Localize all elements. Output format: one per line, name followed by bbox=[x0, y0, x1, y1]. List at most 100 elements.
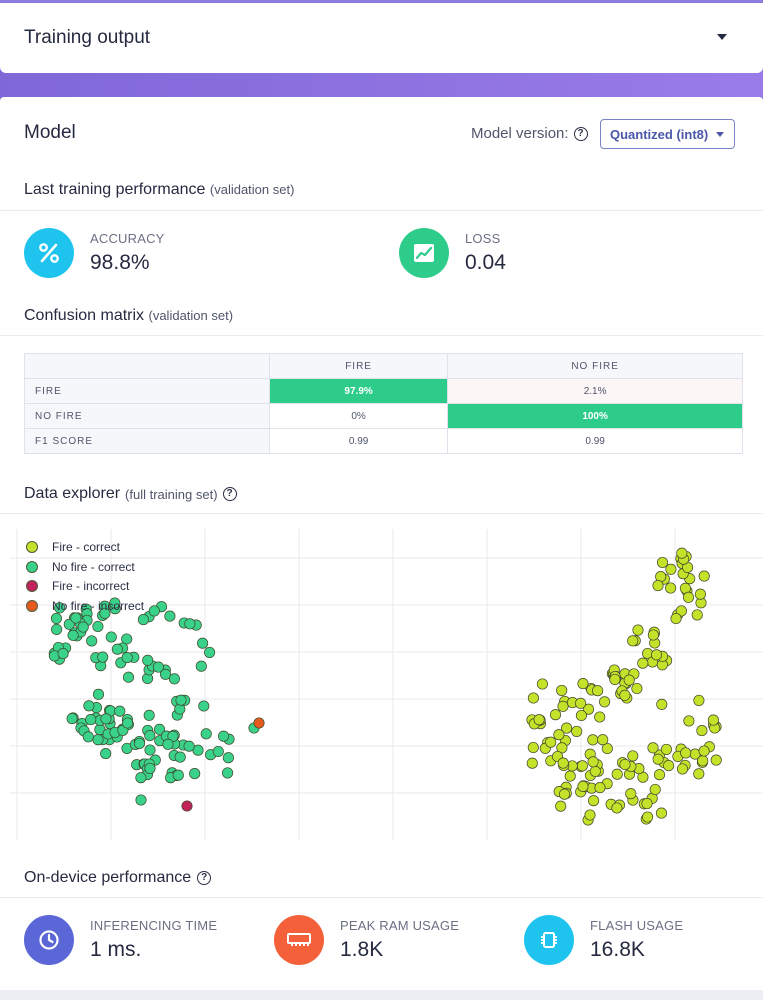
data-point[interactable] bbox=[675, 605, 687, 617]
data-point[interactable] bbox=[92, 734, 104, 746]
data-point[interactable] bbox=[592, 685, 604, 697]
data-point[interactable] bbox=[588, 795, 600, 807]
data-point[interactable] bbox=[100, 748, 112, 760]
data-point[interactable] bbox=[594, 782, 606, 794]
data-point[interactable] bbox=[609, 673, 621, 685]
collapse-caret-icon[interactable] bbox=[717, 34, 727, 40]
data-point[interactable] bbox=[54, 602, 66, 614]
data-point[interactable] bbox=[83, 700, 95, 712]
data-point[interactable] bbox=[641, 798, 653, 810]
data-point[interactable] bbox=[109, 597, 121, 609]
data-point[interactable] bbox=[184, 618, 196, 630]
data-point[interactable] bbox=[611, 768, 623, 780]
data-point[interactable] bbox=[172, 769, 184, 781]
data-point[interactable] bbox=[549, 709, 562, 721]
data-point[interactable] bbox=[218, 730, 230, 742]
data-point[interactable] bbox=[92, 620, 104, 633]
data-point[interactable] bbox=[557, 757, 569, 769]
data-point[interactable] bbox=[159, 668, 172, 680]
data-point[interactable] bbox=[57, 648, 69, 660]
data-point[interactable] bbox=[51, 623, 63, 635]
data-point[interactable] bbox=[663, 760, 675, 772]
scatter-plot[interactable] bbox=[0, 515, 763, 840]
data-point[interactable] bbox=[676, 547, 688, 559]
data-point[interactable] bbox=[77, 621, 89, 633]
data-point[interactable] bbox=[144, 744, 156, 756]
data-point[interactable] bbox=[143, 709, 155, 721]
data-point[interactable] bbox=[198, 700, 210, 712]
data-point[interactable] bbox=[105, 631, 117, 643]
data-point[interactable] bbox=[183, 740, 195, 752]
data-point[interactable] bbox=[665, 582, 677, 594]
data-point[interactable] bbox=[584, 809, 596, 821]
data-point[interactable] bbox=[70, 612, 82, 624]
data-point[interactable] bbox=[66, 713, 78, 725]
data-point[interactable] bbox=[148, 605, 160, 617]
data-point[interactable] bbox=[222, 752, 234, 764]
data-point[interactable] bbox=[652, 580, 664, 592]
data-point[interactable] bbox=[676, 763, 689, 775]
data-point[interactable] bbox=[611, 802, 623, 814]
data-point[interactable] bbox=[589, 765, 601, 777]
data-point[interactable] bbox=[86, 635, 98, 647]
data-point[interactable] bbox=[99, 607, 111, 619]
data-point[interactable] bbox=[601, 742, 613, 755]
data-point[interactable] bbox=[637, 657, 649, 669]
data-point[interactable] bbox=[92, 688, 105, 700]
data-point[interactable] bbox=[181, 800, 193, 812]
data-point[interactable] bbox=[121, 652, 133, 664]
data-point[interactable] bbox=[222, 767, 234, 779]
legend-item[interactable]: Fire - incorrect bbox=[26, 576, 144, 596]
data-point[interactable] bbox=[50, 612, 62, 624]
data-point[interactable] bbox=[561, 722, 573, 734]
legend-item[interactable]: Fire - correct bbox=[26, 537, 144, 557]
data-point[interactable] bbox=[121, 633, 133, 645]
data-point[interactable] bbox=[599, 696, 611, 708]
data-point[interactable] bbox=[625, 788, 637, 800]
data-point[interactable] bbox=[693, 694, 705, 706]
data-point[interactable] bbox=[85, 714, 97, 726]
data-point[interactable] bbox=[527, 741, 539, 754]
help-icon[interactable]: ? bbox=[197, 871, 212, 885]
data-point[interactable] bbox=[536, 678, 548, 690]
model-version-select[interactable]: Quantized (int8) bbox=[600, 119, 735, 149]
data-point[interactable] bbox=[67, 629, 79, 641]
data-point[interactable] bbox=[556, 684, 568, 696]
data-point[interactable] bbox=[656, 698, 668, 710]
data-point[interactable] bbox=[694, 588, 706, 600]
data-point[interactable] bbox=[632, 624, 644, 636]
data-point[interactable] bbox=[174, 751, 186, 763]
data-point[interactable] bbox=[576, 760, 588, 772]
data-point[interactable] bbox=[623, 674, 635, 686]
data-point[interactable] bbox=[527, 692, 539, 704]
data-point[interactable] bbox=[144, 730, 156, 742]
data-point[interactable] bbox=[253, 717, 265, 729]
data-point[interactable] bbox=[167, 730, 179, 742]
data-point[interactable] bbox=[553, 729, 565, 741]
data-point[interactable] bbox=[557, 700, 569, 712]
data-point[interactable] bbox=[97, 651, 109, 663]
data-point[interactable] bbox=[696, 725, 708, 737]
data-point[interactable] bbox=[619, 689, 631, 701]
data-point[interactable] bbox=[647, 742, 659, 754]
data-point[interactable] bbox=[168, 673, 180, 685]
data-point[interactable] bbox=[660, 743, 672, 755]
data-point[interactable] bbox=[587, 756, 599, 768]
data-point[interactable] bbox=[682, 591, 695, 603]
data-point[interactable] bbox=[627, 750, 639, 762]
legend-item[interactable]: No fire - incorrect bbox=[26, 596, 144, 616]
data-point[interactable] bbox=[575, 697, 587, 709]
data-point[interactable] bbox=[195, 660, 207, 672]
data-point[interactable] bbox=[137, 614, 149, 626]
data-point[interactable] bbox=[100, 713, 112, 725]
data-point[interactable] bbox=[697, 755, 709, 767]
data-point[interactable] bbox=[82, 731, 94, 743]
data-point[interactable] bbox=[619, 758, 631, 771]
data-point[interactable] bbox=[571, 725, 583, 737]
data-point[interactable] bbox=[135, 794, 147, 806]
data-point[interactable] bbox=[142, 654, 154, 666]
data-point[interactable] bbox=[152, 661, 164, 673]
data-point[interactable] bbox=[197, 637, 209, 649]
data-point[interactable] bbox=[558, 788, 571, 800]
data-point[interactable] bbox=[670, 612, 682, 625]
